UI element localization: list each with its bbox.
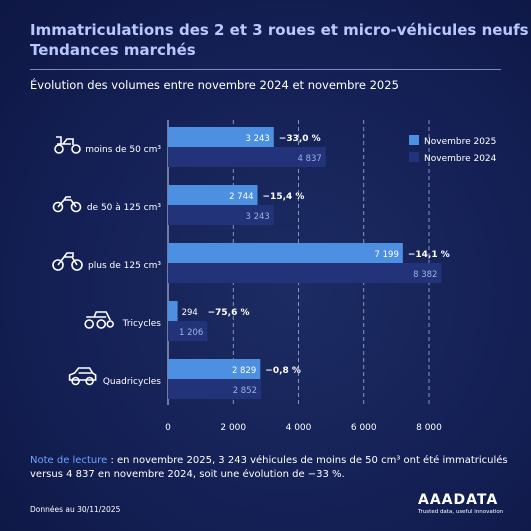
page-title: Immatriculations des 2 et 3 roues et mic… <box>30 20 529 60</box>
title-line-1: Immatriculations des 2 et 3 roues et mic… <box>30 21 529 39</box>
bar-nov-2024 <box>168 147 326 167</box>
x-tick-label: 2 000 <box>220 423 246 433</box>
brand-tagline: Trusted data, useful innovation <box>418 509 504 515</box>
title-line-2: Tendances marchés <box>30 41 196 59</box>
data-label-nov-2025: 294 <box>182 308 198 318</box>
category-label: Tricycles <box>122 319 162 329</box>
data-label-nov-2024: 8 382 <box>413 270 437 280</box>
data-date: Données au 30/11/2025 <box>30 505 121 514</box>
evolution-label: −15,4 % <box>263 192 305 202</box>
bar-nov-2025 <box>168 127 274 147</box>
category-label: de 50 à 125 cm³ <box>87 203 162 213</box>
tricycle-icon <box>84 311 114 329</box>
x-tick-label: 6 000 <box>351 423 377 433</box>
legend-label: Novembre 2024 <box>424 154 497 164</box>
bar-nov-2024 <box>168 321 208 341</box>
bar-nov-2025 <box>168 243 403 263</box>
category-label: Quadricycles <box>103 377 161 387</box>
labels-layer: 3 243 4 837 −33,0 % moins de 50 cm³ 2 744 3 2… <box>52 134 450 396</box>
data-label-nov-2024: 3 243 <box>245 212 269 222</box>
reading-note: Note de lecture : en novembre 2025, 3 24… <box>30 454 510 482</box>
category-label: moins de 50 cm³ <box>85 145 161 155</box>
legend-label: Novembre 2025 <box>424 137 496 147</box>
x-axis: 0 2 000 4 000 6 000 8 000 <box>165 423 442 433</box>
evolution-label: −33,0 % <box>279 134 321 144</box>
data-label-nov-2024: 2 852 <box>233 386 257 396</box>
data-label-nov-2025: 3 243 <box>245 134 269 144</box>
legend-swatch <box>409 135 419 145</box>
motorcycle-icon <box>52 196 82 213</box>
x-tick-label: 0 <box>165 423 171 433</box>
bar-nov-2024 <box>168 379 262 399</box>
title-divider <box>30 69 501 70</box>
bar-nov-2024 <box>168 263 442 283</box>
evolution-label: −14,1 % <box>408 250 450 260</box>
bars-layer <box>168 127 442 399</box>
brand-logo: AAADATA Trusted data, useful innovation <box>418 492 508 515</box>
evolution-label: −75,6 % <box>208 308 250 318</box>
data-label-nov-2025: 7 199 <box>375 250 399 260</box>
brand-name: AAADATA <box>418 492 499 508</box>
category-label: plus de 125 cm³ <box>88 261 161 271</box>
x-tick-label: 4 000 <box>286 423 312 433</box>
data-label-nov-2024: 1 206 <box>179 328 203 338</box>
evolution-label: −0,8 % <box>265 366 301 376</box>
data-label-nov-2025: 2 829 <box>232 366 256 376</box>
chart-legend: Novembre 2025 Novembre 2024 <box>409 135 497 164</box>
scooter-icon <box>54 136 81 154</box>
bar-nov-2025 <box>168 359 261 379</box>
chart-subtitle: Évolution des volumes entre novembre 202… <box>30 78 399 92</box>
x-tick-label: 8 000 <box>416 423 442 433</box>
bar-nov-2024 <box>168 205 274 225</box>
data-label-nov-2024: 4 837 <box>297 154 321 164</box>
bar-nov-2025 <box>168 301 178 321</box>
reading-note-text: : en novembre 2025, 3 243 véhicules de m… <box>30 455 508 480</box>
large-motorcycle-icon <box>52 252 83 271</box>
bar-nov-2025 <box>168 185 258 205</box>
reading-note-lead: Note de lecture <box>30 455 108 466</box>
legend-swatch <box>409 152 419 162</box>
data-label-nov-2025: 2 744 <box>229 192 253 202</box>
quadricycle-icon <box>68 367 97 386</box>
